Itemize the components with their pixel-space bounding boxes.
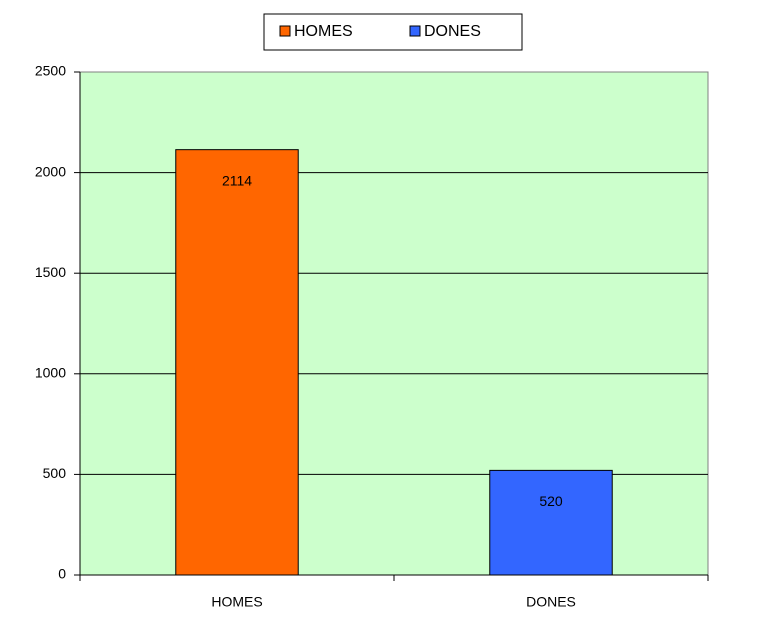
bar [175,149,299,576]
x-tick-label: DONES [526,594,576,610]
legend-label: HOMES [294,23,353,40]
data-label: 2114 [222,172,252,188]
legend-swatch [279,25,291,37]
y-tick-label: 1500 [35,264,66,280]
bar [489,469,613,576]
y-tick-label: 500 [43,465,67,481]
legend-swatch [409,25,421,37]
y-tick-label: 1000 [35,365,66,381]
y-tick-label: 0 [58,566,66,582]
y-tick-label: 2000 [35,163,66,179]
data-label: 520 [539,493,563,509]
y-tick-label: 2500 [35,63,66,79]
x-tick-label: HOMES [211,594,262,610]
legend-box [263,13,523,51]
legend-label: DONES [424,23,481,40]
plot-area [79,71,709,576]
